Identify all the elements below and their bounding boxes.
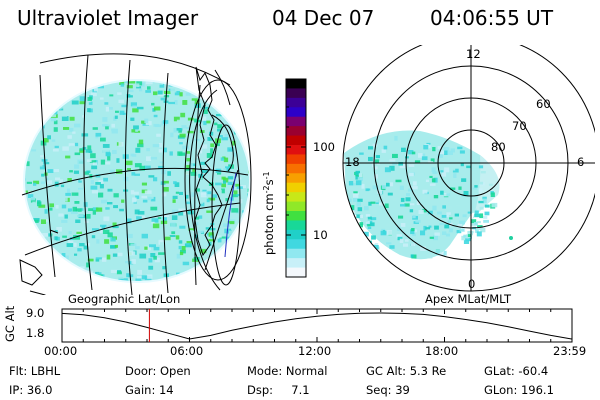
ip-value: IP: 36.0 — [9, 383, 53, 397]
limb-ellipse — [211, 124, 241, 286]
colorbar-segment — [286, 201, 306, 212]
colorbar-segment — [286, 220, 306, 231]
latitude-line — [21, 167, 249, 196]
timeline-xtick-2359: 23:59 — [553, 344, 587, 358]
mode-value: Mode: Normal — [247, 364, 328, 378]
geographic-image — [19, 53, 252, 295]
gc-alt-value: GC Alt: 5.3 Re — [366, 364, 447, 378]
terminator-line — [204, 169, 239, 271]
polar-grid — [342, 45, 595, 292]
mlt-label-12: 12 — [466, 47, 481, 61]
colorbar-segment — [286, 239, 306, 250]
dsp-value: Dsp: 7.1 — [247, 383, 310, 397]
colorbar-segment — [286, 126, 306, 137]
colorbar-segment — [286, 88, 306, 99]
colorbar-segment — [286, 145, 306, 156]
altitude-line — [61, 312, 572, 340]
colorbar-unit-label: photon cm-2s-1 — [262, 171, 276, 255]
glon-value: GLon: 196.1 — [484, 383, 554, 397]
colorbar-segment — [286, 192, 306, 203]
colorbar-segment — [286, 182, 306, 193]
timeline-xtick-0600: 06:00 — [170, 344, 204, 358]
longitude-line — [83, 54, 93, 291]
timeline-xtick-1800: 18:00 — [425, 344, 459, 358]
longitude-line — [39, 74, 56, 278]
mlat-label-80: 80 — [491, 140, 506, 154]
filter-value: Flt: LBHL — [9, 364, 61, 378]
colorbar-segment — [286, 229, 306, 240]
gain-value: Gain: 14 — [125, 383, 174, 397]
time-label: 04:06:55 UT — [430, 6, 554, 30]
colorbar-segment — [286, 163, 306, 174]
colorbar-segment — [286, 154, 306, 165]
longitude-line — [124, 59, 133, 295]
colorbar-frame — [285, 78, 307, 278]
instrument-title: Ultraviolet Imager — [17, 6, 199, 30]
longitude-line — [194, 84, 201, 286]
geographic-grid — [21, 53, 252, 295]
auroral-oval-line — [224, 172, 237, 258]
colorbar-segment — [286, 79, 306, 90]
colorbar-segment — [286, 135, 306, 146]
colorbar-segment — [286, 211, 306, 222]
colorbar-segment — [286, 107, 306, 118]
colorbar: photon cm-2s-1 — [262, 78, 307, 278]
colorbar-segment — [286, 267, 306, 278]
apex-caption: Apex MLat/MLT — [425, 292, 512, 306]
mlt-label-18: 18 — [345, 155, 360, 169]
latitude-line — [39, 53, 231, 86]
colorbar-segment — [286, 173, 306, 184]
timeline-ytick-9: 9.0 — [26, 306, 45, 320]
longitude-line — [162, 72, 169, 294]
colorbar-tick-label-100: 100 — [313, 140, 335, 154]
timeline-ytick-1-8: 1.8 — [26, 326, 45, 340]
date-label: 04 Dec 07 — [272, 6, 375, 30]
mlat-label-60: 60 — [536, 97, 551, 111]
colorbar-segment — [286, 116, 306, 127]
timeline-xtick-1200: 12:00 — [298, 344, 332, 358]
polar-plot — [342, 45, 595, 292]
seq-value: Seq: 39 — [366, 383, 410, 397]
geographic-caption: Geographic Lat/Lon — [68, 292, 181, 306]
mlt-label-6: 6 — [577, 155, 585, 169]
colorbar-segment — [286, 258, 306, 269]
limb-ellipse — [184, 79, 252, 281]
colorbar-segment — [286, 97, 306, 108]
door-value: Door: Open — [125, 364, 191, 378]
mlat-label-70: 70 — [512, 119, 527, 133]
colorbar-segment — [286, 248, 306, 259]
altitude-timeline — [61, 308, 573, 343]
timeline-xtick-0000: 00:00 — [44, 344, 78, 358]
mlt-label-0: 0 — [468, 277, 476, 291]
coastline — [19, 66, 234, 295]
glat-value: GLat: -60.4 — [484, 364, 549, 378]
colorbar-tick-label-10: 10 — [313, 228, 328, 242]
